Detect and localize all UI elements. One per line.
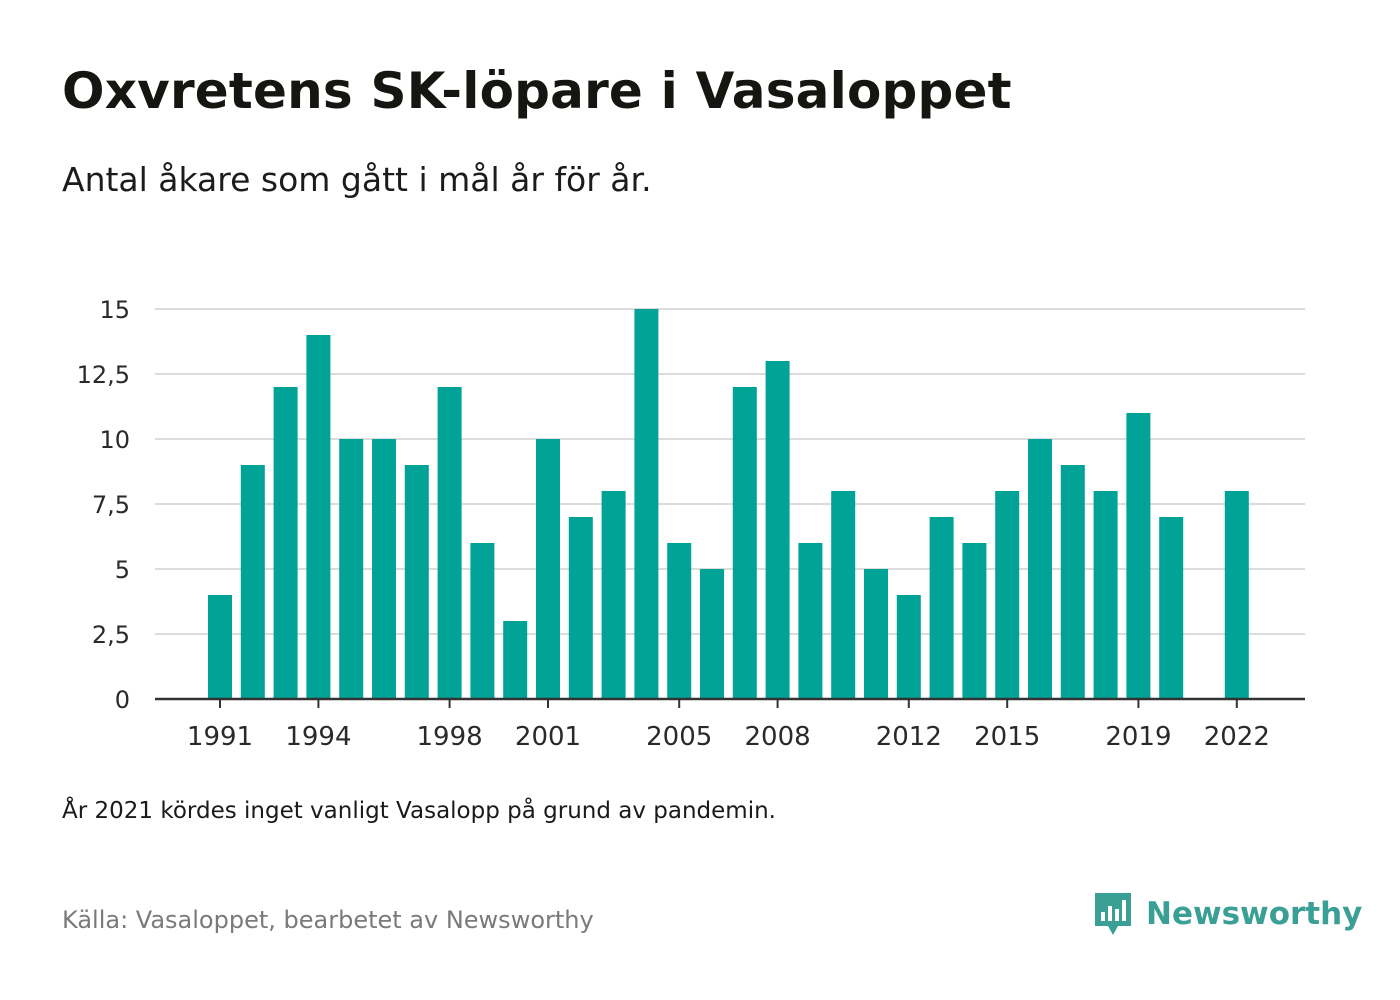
bar-2004	[634, 309, 659, 699]
bar-2010	[831, 491, 856, 699]
bar-1998	[437, 387, 462, 699]
x-axis-ticks: 1991 1994 1998 2001 2005 2008 2012 2015 2019 2022	[187, 699, 1270, 752]
bar-2012	[896, 595, 921, 699]
chart-note: År 2021 kördes inget vanligt Vasalopp på…	[62, 798, 776, 824]
bar-2000	[503, 621, 528, 699]
x-tick-label: 2005	[646, 722, 712, 752]
y-tick-label: 10	[99, 426, 130, 454]
newsworthy-logo: Newsworthy	[1092, 890, 1362, 938]
source-credit: Källa: Vasaloppet, bearbetet av Newswort…	[62, 906, 594, 934]
x-tick-label: 2015	[974, 722, 1040, 752]
x-tick-label: 2022	[1204, 722, 1270, 752]
y-axis-ticks: 0 2,5 5 7,5 10 12,5 15	[77, 296, 130, 714]
brand-name: Newsworthy	[1146, 896, 1363, 932]
bar-2022	[1224, 491, 1249, 699]
chart-subtitle: Antal åkare som gått i mål år för år.	[62, 160, 652, 199]
x-tick-label: 2001	[515, 722, 581, 752]
y-tick-label: 12,5	[77, 361, 130, 389]
bar-2015	[995, 491, 1020, 699]
y-tick-label: 7,5	[92, 491, 130, 519]
chart-title: Oxvretens SK-löpare i Vasaloppet	[62, 62, 1012, 120]
bar-2018	[1093, 491, 1118, 699]
bar-2008	[765, 361, 790, 699]
bar-2007	[732, 387, 757, 699]
y-tick-label: 15	[99, 296, 130, 324]
bar-2017	[1060, 465, 1085, 699]
bar-2016	[1028, 439, 1052, 699]
bar-2001	[536, 439, 560, 699]
bar-2005	[667, 543, 692, 699]
bar-1997	[404, 465, 429, 699]
bar-2003	[601, 491, 626, 699]
x-tick-label: 1998	[417, 722, 483, 752]
x-tick-label: 2008	[745, 722, 811, 752]
bar-1994	[306, 335, 331, 699]
x-tick-label: 1994	[285, 722, 351, 752]
bar-1995	[339, 439, 364, 699]
y-tick-label: 2,5	[92, 621, 130, 649]
bar-1992	[240, 465, 265, 699]
newsworthy-logo-icon	[1095, 893, 1131, 935]
y-tick-label: 0	[115, 686, 130, 714]
bar-2002	[568, 517, 593, 699]
bar-2006	[700, 569, 724, 699]
bar-2014	[962, 543, 987, 699]
bar-2019	[1126, 413, 1151, 699]
bar-1996	[372, 439, 396, 699]
bar-2009	[798, 543, 823, 699]
y-tick-label: 5	[115, 556, 130, 584]
bar-1993	[273, 387, 298, 699]
bar-2020	[1159, 517, 1184, 699]
x-tick-label: 1991	[187, 722, 253, 752]
bar-1991	[208, 595, 232, 699]
x-tick-label: 2012	[876, 722, 942, 752]
bar-2013	[929, 517, 954, 699]
bars	[208, 309, 1249, 699]
x-tick-label: 2019	[1105, 722, 1171, 752]
bar-1999	[470, 543, 495, 699]
bar-2011	[864, 569, 888, 699]
